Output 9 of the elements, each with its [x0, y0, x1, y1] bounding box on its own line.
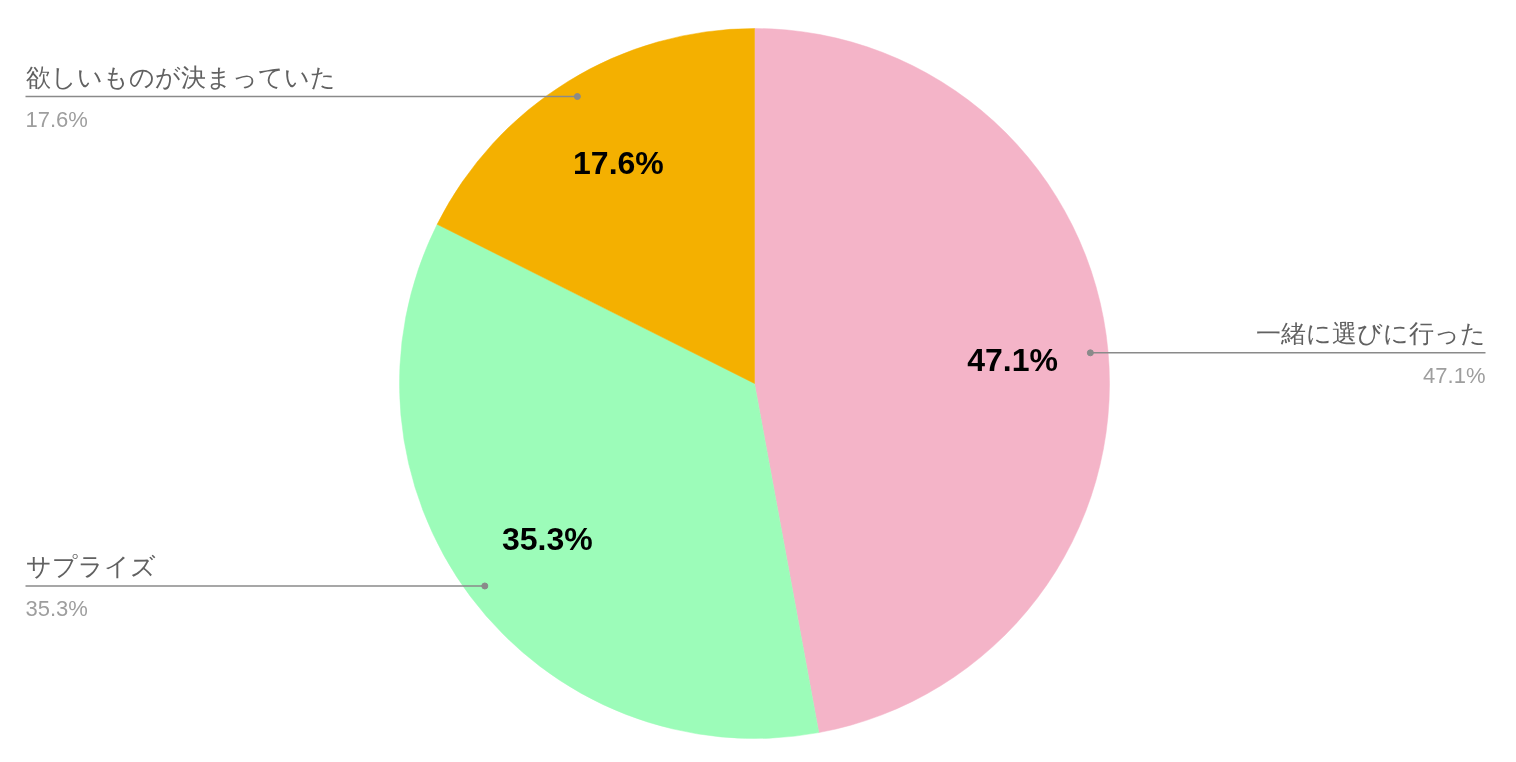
text: 47.1% [1423, 362, 1486, 388]
slice-label: 一緒に選びに行った [1255, 318, 1486, 348]
text: 35.3% [25, 595, 88, 621]
slice-label: 欲しいものが決まっていた [25, 62, 336, 92]
data-label: 47.1% [967, 341, 1058, 378]
data-label: 35.3% [501, 521, 593, 558]
slice-label: サプライズ [25, 551, 156, 581]
data-label: 17.6% [573, 144, 664, 181]
text: 17.6% [25, 106, 88, 132]
